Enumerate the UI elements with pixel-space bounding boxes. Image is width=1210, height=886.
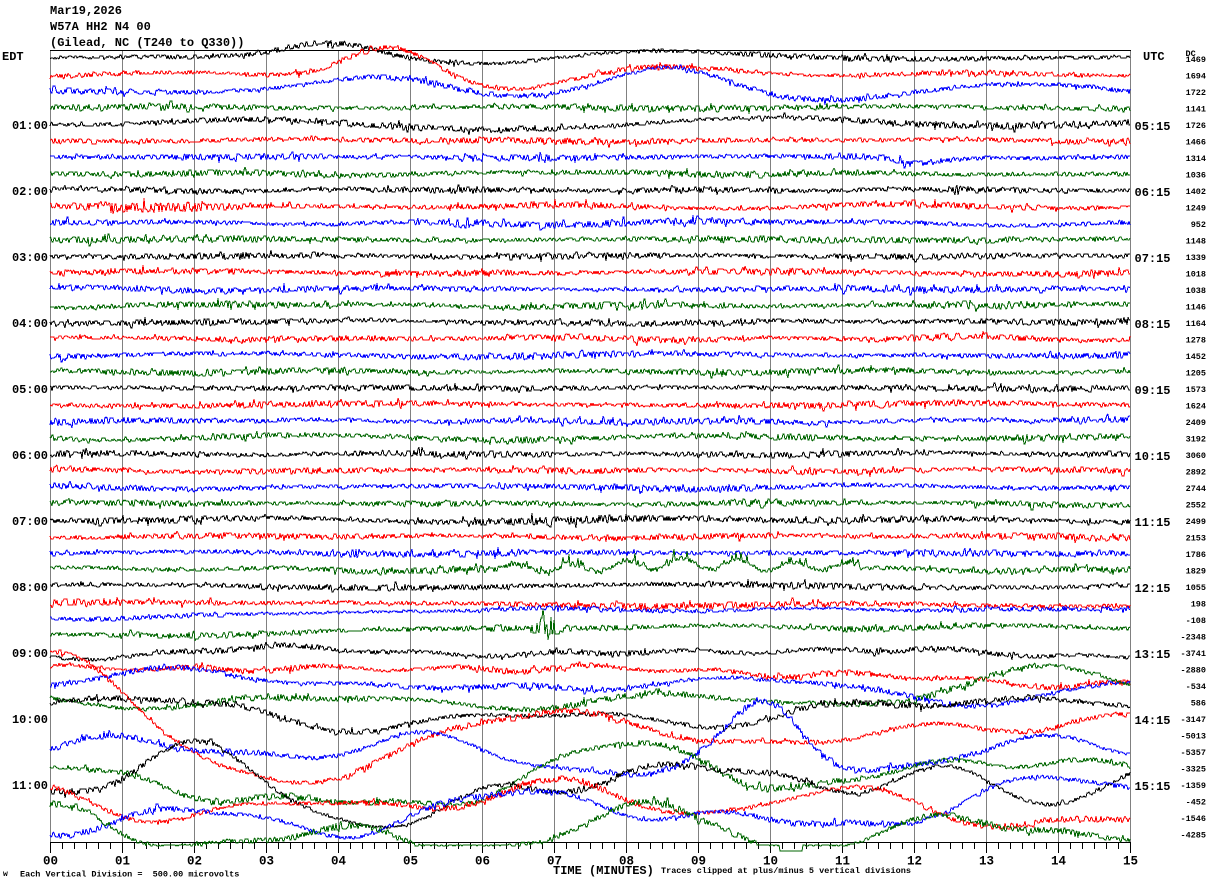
svg-text:13:15: 13:15	[1135, 648, 1171, 662]
svg-text:Mar19,2026: Mar19,2026	[50, 4, 122, 18]
svg-text:-1546: -1546	[1180, 814, 1206, 824]
svg-text:11:15: 11:15	[1135, 516, 1171, 530]
svg-text:1038: 1038	[1186, 286, 1206, 296]
svg-text:09:00: 09:00	[12, 647, 48, 661]
svg-text:W57A HH2 N4 00: W57A HH2 N4 00	[50, 20, 151, 34]
svg-text:(Gilead, NC (T240 to Q330)): (Gilead, NC (T240 to Q330))	[50, 36, 244, 50]
svg-text:2409: 2409	[1186, 418, 1206, 428]
svg-text:06:15: 06:15	[1135, 186, 1171, 200]
svg-text:07:00: 07:00	[12, 515, 48, 529]
svg-text:-3147: -3147	[1180, 715, 1206, 725]
svg-text:-2880: -2880	[1180, 666, 1206, 676]
svg-text:-3325: -3325	[1180, 765, 1206, 775]
svg-text:1452: 1452	[1186, 352, 1206, 362]
svg-text:03:00: 03:00	[12, 251, 48, 265]
svg-text:-108: -108	[1186, 616, 1206, 626]
svg-text:DC: DC	[1186, 49, 1196, 59]
svg-text:04: 04	[331, 855, 347, 869]
svg-text:01:00: 01:00	[12, 119, 48, 133]
svg-text:05: 05	[403, 855, 418, 869]
svg-text:-3741: -3741	[1180, 649, 1206, 659]
svg-text:1055: 1055	[1186, 583, 1206, 593]
svg-text:1278: 1278	[1186, 336, 1206, 346]
svg-text:1205: 1205	[1186, 369, 1206, 379]
svg-text:1141: 1141	[1186, 105, 1206, 115]
svg-text:09: 09	[691, 855, 706, 869]
svg-text:w: w	[3, 870, 8, 879]
svg-text:03: 03	[259, 855, 274, 869]
svg-text:1624: 1624	[1186, 402, 1206, 412]
svg-text:08: 08	[619, 855, 634, 869]
svg-text:1694: 1694	[1186, 72, 1206, 82]
svg-text:06: 06	[475, 855, 490, 869]
svg-text:02:00: 02:00	[12, 185, 48, 199]
svg-text:07: 07	[547, 855, 562, 869]
svg-text:1249: 1249	[1186, 204, 1206, 214]
svg-text:EDT: EDT	[2, 50, 24, 64]
svg-text:1573: 1573	[1186, 385, 1206, 395]
svg-text:15:15: 15:15	[1135, 780, 1171, 794]
svg-text:10:00: 10:00	[12, 713, 48, 727]
svg-text:14:15: 14:15	[1135, 714, 1171, 728]
svg-text:1164: 1164	[1186, 319, 1206, 329]
svg-text:UTC: UTC	[1143, 50, 1165, 64]
svg-text:05:15: 05:15	[1135, 120, 1171, 134]
svg-text:-5357: -5357	[1180, 748, 1206, 758]
svg-text:586: 586	[1191, 699, 1206, 709]
svg-text:Each Vertical Division = 500.: Each Vertical Division = 500.00 microvol…	[20, 870, 239, 880]
svg-text:-1359: -1359	[1180, 781, 1206, 791]
svg-text:-452: -452	[1186, 798, 1206, 808]
svg-text:952: 952	[1191, 220, 1206, 230]
svg-text:06:00: 06:00	[12, 449, 48, 463]
svg-text:14: 14	[1051, 855, 1067, 869]
svg-text:-4285: -4285	[1180, 831, 1206, 841]
svg-text:-5013: -5013	[1180, 732, 1206, 742]
svg-text:198: 198	[1191, 600, 1206, 610]
svg-text:09:15: 09:15	[1135, 384, 1171, 398]
svg-text:2499: 2499	[1186, 517, 1206, 527]
svg-text:1722: 1722	[1186, 88, 1206, 98]
svg-text:1469: 1469	[1186, 55, 1206, 65]
svg-text:1036: 1036	[1186, 171, 1206, 181]
svg-text:11: 11	[835, 855, 850, 869]
svg-text:1402: 1402	[1186, 187, 1206, 197]
svg-text:1148: 1148	[1186, 237, 1206, 247]
svg-text:05:00: 05:00	[12, 383, 48, 397]
svg-text:-2348: -2348	[1180, 633, 1206, 643]
svg-text:04:00: 04:00	[12, 317, 48, 331]
svg-text:10:15: 10:15	[1135, 450, 1171, 464]
svg-text:3192: 3192	[1186, 435, 1206, 445]
svg-text:1829: 1829	[1186, 567, 1206, 577]
svg-text:1466: 1466	[1186, 138, 1206, 148]
svg-text:13: 13	[979, 855, 994, 869]
svg-text:1146: 1146	[1186, 303, 1206, 313]
svg-text:1314: 1314	[1186, 154, 1206, 164]
svg-text:12:15: 12:15	[1135, 582, 1171, 596]
svg-text:2744: 2744	[1186, 484, 1206, 494]
svg-text:12: 12	[907, 855, 922, 869]
svg-text:TIME (MINUTES): TIME (MINUTES)	[553, 864, 654, 878]
svg-text:1786: 1786	[1186, 550, 1206, 560]
svg-text:1018: 1018	[1186, 270, 1206, 280]
svg-text:00: 00	[43, 855, 58, 869]
svg-text:2892: 2892	[1186, 468, 1206, 478]
svg-text:1726: 1726	[1186, 121, 1206, 131]
svg-text:02: 02	[187, 855, 202, 869]
svg-text:10: 10	[763, 855, 778, 869]
svg-text:11:00: 11:00	[12, 779, 48, 793]
svg-text:3060: 3060	[1186, 451, 1206, 461]
svg-text:2153: 2153	[1186, 534, 1206, 544]
svg-text:15: 15	[1123, 855, 1138, 869]
svg-text:01: 01	[115, 855, 130, 869]
svg-text:-534: -534	[1186, 682, 1206, 692]
svg-text:08:15: 08:15	[1135, 318, 1171, 332]
svg-text:08:00: 08:00	[12, 581, 48, 595]
svg-text:07:15: 07:15	[1135, 252, 1171, 266]
svg-text:1339: 1339	[1186, 253, 1206, 263]
svg-text:2552: 2552	[1186, 501, 1206, 511]
svg-text:Traces clipped at plus/minus 5: Traces clipped at plus/minus 5 vertical …	[661, 866, 911, 876]
